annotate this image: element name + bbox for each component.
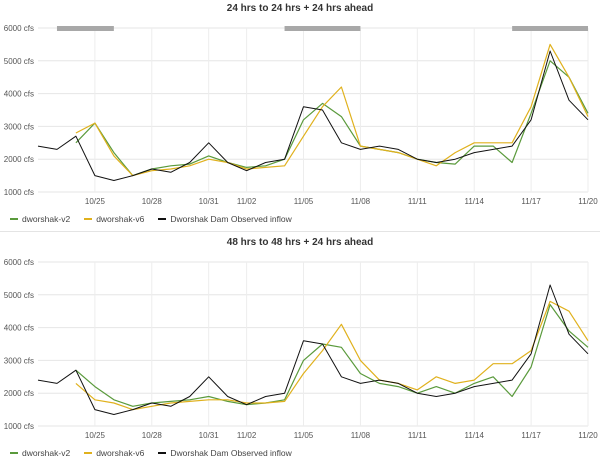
x-tick-label: 10/28: [142, 197, 163, 206]
x-tick-label: 11/11: [408, 431, 427, 440]
y-tick-label: 3000 cfs: [4, 356, 34, 365]
x-tick-label: 11/02: [237, 197, 257, 206]
legend-label: dworshak-v6: [96, 214, 145, 224]
x-tick-label: 11/05: [294, 197, 314, 206]
x-tick-label: 11/05: [294, 431, 314, 440]
y-tick-label: 6000 cfs: [4, 258, 34, 267]
series-line-dworshak-dam-observed-inflow[interactable]: [37, 284, 589, 415]
legend-swatch: [84, 218, 93, 220]
legend-swatch: [84, 452, 93, 454]
chart-panel-48h: 48 hrs to 48 hrs + 24 hrs ahead 1000 cfs…: [0, 234, 600, 464]
legend-swatch: [10, 452, 18, 454]
x-tick-label: 11/17: [521, 197, 541, 206]
line-chart-24h[interactable]: 1000 cfs 2000 cfs 3000 cfs 4000 cfs 5000 cfs…: [0, 0, 600, 216]
x-tick-label: 11/11: [408, 197, 427, 206]
legend-item-observed[interactable]: Dworshak Dam Observed inflow: [158, 214, 292, 224]
y-tick-label: 4000 cfs: [4, 324, 34, 333]
series-line-dworshak-v2[interactable]: [75, 303, 589, 407]
legend-swatch: [158, 218, 167, 220]
chart-title: 48 hrs to 48 hrs + 24 hrs ahead: [226, 237, 374, 248]
x-tick-label: 10/31: [199, 197, 220, 206]
chart-legend: dworshak-v2 dworshak-v6 Dworshak Dam Obs…: [10, 448, 292, 458]
legend-label: dworshak-v2: [22, 448, 71, 458]
y-tick-label: 5000 cfs: [4, 291, 34, 300]
chart-legend: dworshak-v2 dworshak-v6 Dworshak Dam Obs…: [10, 214, 292, 224]
annotation-bar[interactable]: [284, 26, 361, 31]
y-tick-label: 1000 cfs: [4, 188, 34, 197]
y-tick-label: 2000 cfs: [4, 155, 34, 164]
x-tick-label: 11/17: [521, 431, 541, 440]
legend-label: dworshak-v2: [22, 214, 71, 224]
x-tick-label: 11/14: [464, 197, 484, 206]
y-tick-label: 5000 cfs: [4, 57, 34, 66]
x-tick-label: 11/02: [237, 431, 257, 440]
y-tick-label: 1000 cfs: [4, 422, 34, 431]
x-tick-label: 11/08: [351, 197, 371, 206]
y-tick-label: 2000 cfs: [4, 389, 34, 398]
line-chart-48h[interactable]: 1000 cfs 2000 cfs 3000 cfs 4000 cfs 5000 cfs…: [0, 234, 600, 450]
legend-swatch: [158, 452, 167, 454]
x-tick-label: 10/31: [199, 431, 220, 440]
chart-title: 24 hrs to 24 hrs + 24 hrs ahead: [226, 3, 374, 14]
chart-panel-24h: 24 hrs to 24 hrs + 24 hrs ahead 1000 cfs…: [0, 0, 600, 230]
legend-item-v6[interactable]: dworshak-v6: [84, 448, 144, 458]
x-tick-label: 10/25: [85, 431, 106, 440]
legend-label: dworshak-v6: [96, 448, 145, 458]
y-tick-label: 3000 cfs: [4, 122, 34, 131]
panel-divider: [0, 231, 600, 232]
legend-item-v2[interactable]: dworshak-v2: [10, 448, 70, 458]
legend-item-v6[interactable]: dworshak-v6: [84, 214, 144, 224]
x-tick-label: 11/14: [464, 431, 484, 440]
series-line-dworshak-dam-observed-inflow[interactable]: [37, 50, 589, 181]
x-tick-label: 11/20: [578, 431, 598, 440]
x-tick-label: 10/28: [142, 431, 163, 440]
legend-swatch: [10, 218, 18, 220]
x-tick-label: 11/20: [578, 197, 598, 206]
x-tick-label: 10/25: [85, 197, 106, 206]
legend-label: Dworshak Dam Observed inflow: [170, 448, 292, 458]
x-tick-label: 11/08: [351, 431, 371, 440]
y-tick-label: 4000 cfs: [4, 90, 34, 99]
series-line-dworshak-v6[interactable]: [75, 43, 589, 177]
y-tick-label: 6000 cfs: [4, 24, 34, 33]
series-line-dworshak-v2[interactable]: [75, 60, 589, 177]
legend-label: Dworshak Dam Observed inflow: [170, 214, 292, 224]
legend-item-v2[interactable]: dworshak-v2: [10, 214, 70, 224]
legend-item-observed[interactable]: Dworshak Dam Observed inflow: [158, 448, 292, 458]
annotation-bar[interactable]: [512, 26, 588, 31]
annotation-bar[interactable]: [56, 26, 114, 31]
